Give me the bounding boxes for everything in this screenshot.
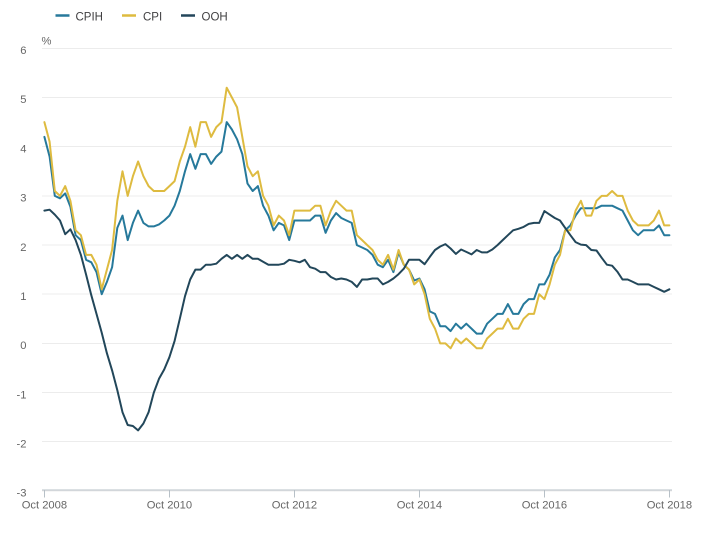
svg-text:Oct 2012: Oct 2012 — [272, 500, 317, 512]
svg-text:-1: -1 — [17, 389, 27, 401]
svg-text:Oct 2008: Oct 2008 — [22, 500, 67, 512]
svg-text:Oct 2016: Oct 2016 — [522, 500, 567, 512]
svg-text:4: 4 — [20, 143, 26, 155]
svg-text:%: % — [42, 36, 52, 48]
svg-text:CPI: CPI — [143, 12, 162, 24]
svg-text:Oct 2014: Oct 2014 — [397, 500, 442, 512]
svg-text:1: 1 — [20, 291, 26, 303]
svg-text:0: 0 — [20, 340, 26, 352]
svg-text:5: 5 — [20, 94, 26, 106]
svg-text:OOH: OOH — [202, 12, 228, 24]
svg-text:-2: -2 — [17, 438, 27, 450]
svg-text:-3: -3 — [17, 488, 27, 500]
svg-text:6: 6 — [20, 45, 26, 57]
svg-text:3: 3 — [20, 193, 26, 205]
svg-text:Oct 2018: Oct 2018 — [647, 500, 692, 512]
svg-text:CPIH: CPIH — [76, 12, 103, 24]
svg-text:2: 2 — [20, 242, 26, 254]
svg-text:Oct 2010: Oct 2010 — [147, 500, 192, 512]
